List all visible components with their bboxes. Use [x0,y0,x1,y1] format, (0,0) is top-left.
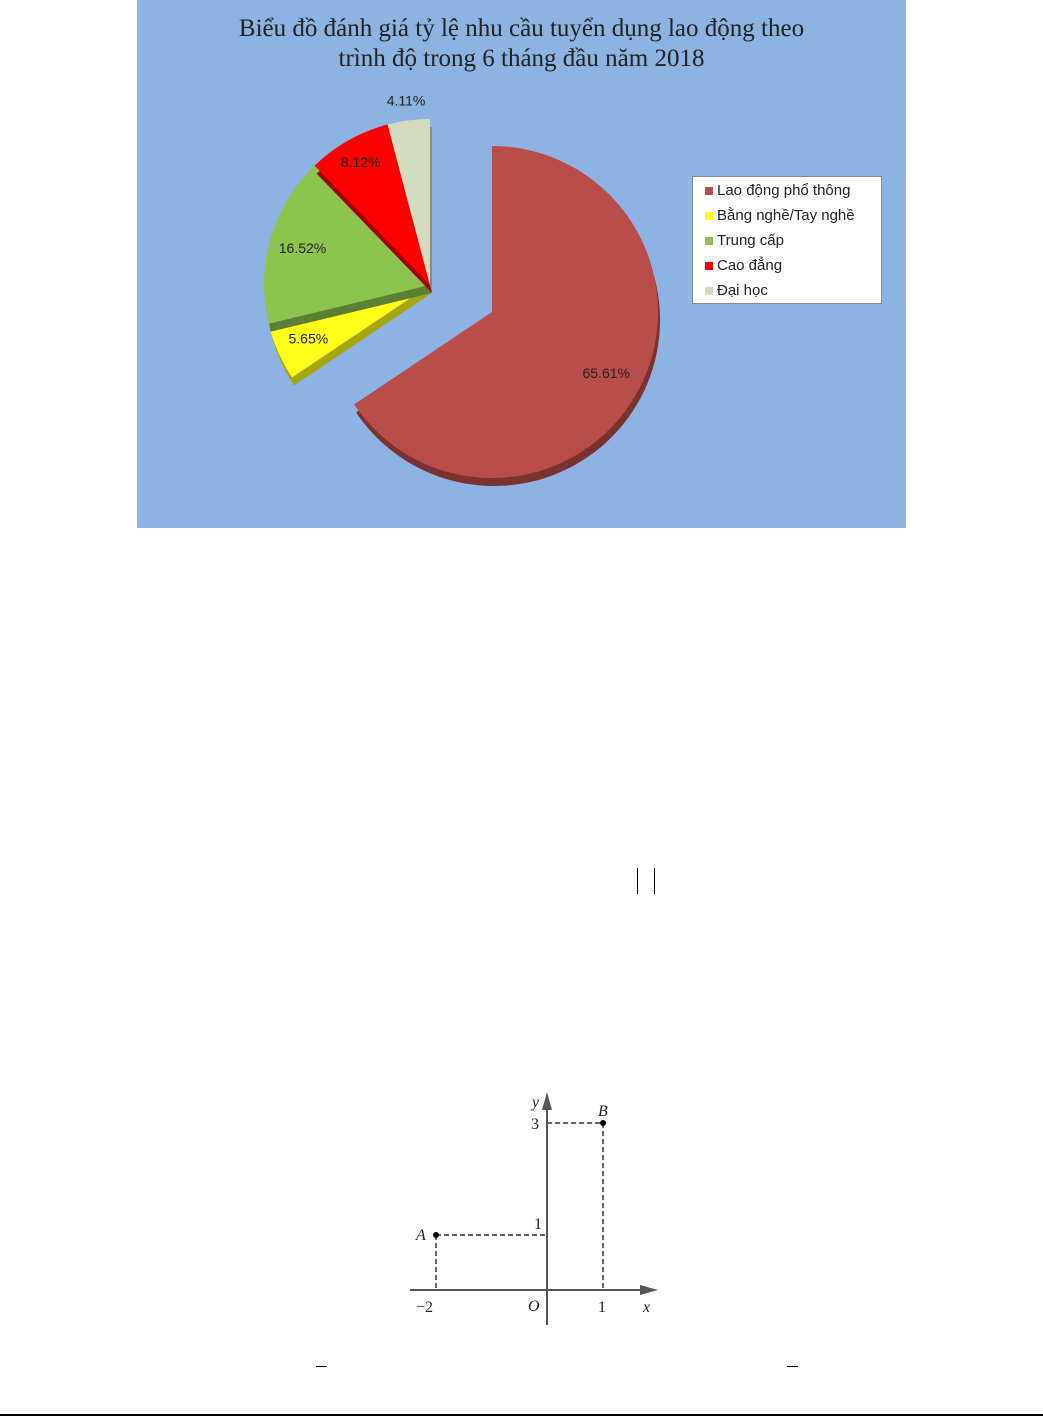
pie-plot: 65.61% 5.65% 16.52% 8.12% 4.11% [264,93,660,486]
point-a [433,1232,439,1238]
point-b [600,1120,606,1126]
legend-item: Bằng nghề/Tay nghề [705,203,881,228]
chart-title: Biểu đồ đánh giá tỷ lệ nhu cầu tuyển dụn… [137,14,906,74]
origin-label: O [528,1298,540,1315]
legend-item: Trung cấp [705,228,881,253]
pie-slice [268,285,430,378]
y-axis-label: y [530,1094,540,1111]
pie-data-label: 65.61% [582,365,629,381]
legend-swatch [705,261,713,270]
legend-label: Trung cấp [717,232,784,249]
pie-slice [264,165,430,324]
chart-legend: Lao động phổ thông Bằng nghề/Tay nghề Tr… [692,176,882,304]
y-tick-label: 3 [531,1116,539,1133]
chart-title-line2: trình độ trong 6 tháng đầu năm 2018 [338,45,705,72]
legend-swatch [705,211,713,220]
legend-item: Cao đẳng [705,253,881,278]
abs-bar-right [654,868,655,894]
coordinate-diagram: A B y x O −2 1 1 3 [410,1092,658,1325]
legend-label: Đại học [717,282,768,299]
y-tick-label: 1 [534,1216,542,1233]
legend-swatch [705,236,713,245]
overline-mark [316,1366,327,1367]
legend-label: Lao động phổ thông [717,182,851,199]
pie-chart: 65.61% 5.65% 16.52% 8.12% 4.11% Biểu đồ đánh… [137,0,906,528]
legend-label: Cao đẳng [717,257,783,274]
chart-title-line1: Biểu đồ đánh giá tỷ lệ nhu cầu tuyển dụn… [238,15,805,42]
y-axis-arrow-icon [542,1092,552,1110]
point-a-label: A [415,1227,426,1244]
legend-item: Đại học [705,278,881,303]
pie-slice [314,124,430,285]
legend-swatch [705,186,713,195]
page-bottom-rule [0,1414,1043,1416]
x-axis-label: x [642,1299,650,1316]
point-b-label: B [598,1103,608,1120]
x-tick-label: 1 [598,1299,606,1316]
pie-slice [387,119,430,285]
legend-item: Lao động phổ thông [705,178,881,203]
x-tick-label: −2 [416,1299,433,1316]
pie-data-label: 5.65% [289,330,329,346]
legend-label: Bằng nghề/Tay nghề [717,207,855,224]
pie-data-label: 8.12% [341,154,381,170]
overline-mark [787,1366,798,1367]
pie-slice [354,146,658,478]
abs-bar-left [637,868,638,894]
pie-data-label: 16.52% [279,240,326,256]
x-axis-arrow-icon [640,1285,658,1295]
legend-swatch [705,286,713,295]
pie-data-label: 4.11% [387,93,426,109]
